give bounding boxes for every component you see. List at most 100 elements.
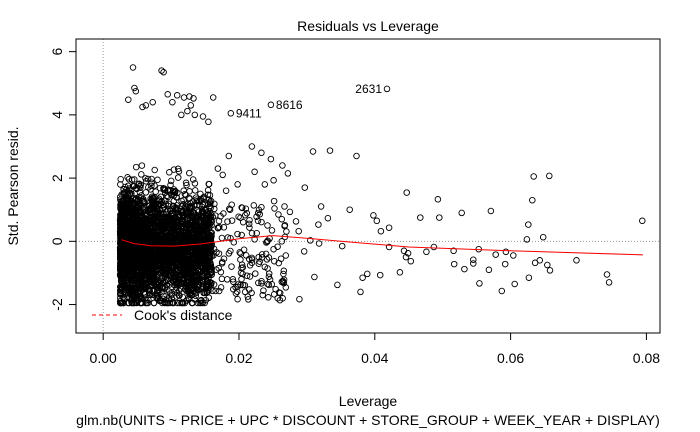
data-point	[137, 181, 145, 189]
data-point	[265, 273, 273, 280]
data-point	[219, 171, 226, 179]
data-point	[274, 294, 281, 302]
data-point	[137, 285, 144, 292]
y-tick-label: 0	[49, 237, 65, 245]
data-point	[129, 291, 136, 298]
data-point	[170, 253, 177, 261]
data-point	[263, 239, 270, 246]
data-point	[194, 276, 201, 283]
data-point	[173, 204, 180, 212]
data-point	[143, 272, 150, 279]
data-point	[119, 273, 126, 281]
data-point	[139, 103, 146, 111]
data-point	[181, 299, 189, 307]
data-point	[315, 240, 323, 247]
data-point	[219, 258, 226, 266]
data-point	[142, 178, 150, 185]
x-tick-label: 0.04	[361, 350, 388, 366]
data-point	[118, 282, 125, 289]
chart-subtitle: glm.nb(UNITS ~ PRICE + UPC * DISCOUNT + …	[76, 412, 660, 428]
data-point	[353, 152, 360, 160]
data-point	[197, 213, 204, 221]
data-point	[530, 173, 537, 180]
data-point	[138, 272, 145, 279]
data-point	[117, 255, 124, 263]
data-point	[238, 231, 245, 239]
data-point	[189, 208, 196, 215]
data-point	[295, 227, 302, 235]
data-point	[196, 258, 203, 266]
data-point	[131, 84, 138, 92]
x-tick-label: 0.08	[633, 350, 660, 366]
data-point	[536, 257, 544, 264]
x-tick-label: 0.00	[90, 350, 117, 366]
data-point	[234, 230, 241, 238]
data-point	[164, 193, 172, 201]
data-point	[286, 208, 294, 216]
data-point	[470, 256, 477, 263]
data-point	[179, 201, 187, 208]
data-point	[200, 219, 208, 227]
data-point	[170, 223, 177, 230]
data-point	[175, 214, 183, 221]
data-point	[120, 189, 128, 197]
data-point	[370, 212, 377, 219]
data-point	[123, 203, 130, 210]
data-point	[186, 169, 193, 177]
data-point	[202, 232, 209, 239]
data-point	[125, 195, 133, 202]
data-point	[228, 217, 236, 224]
data-point	[309, 148, 317, 155]
data-point	[164, 259, 171, 266]
data-point	[159, 232, 166, 240]
data-point	[175, 266, 182, 274]
data-point	[122, 283, 129, 291]
data-point	[267, 101, 275, 109]
data-point	[199, 113, 207, 120]
data-point	[203, 283, 210, 291]
data-point	[142, 294, 149, 301]
data-point	[402, 253, 410, 261]
data-point	[163, 268, 171, 275]
data-point	[197, 268, 204, 276]
data-point	[605, 279, 613, 286]
data-point	[243, 272, 251, 280]
data-point	[207, 263, 215, 270]
data-point	[133, 285, 140, 292]
data-point	[161, 237, 169, 245]
data-point	[155, 251, 163, 259]
data-point	[265, 281, 273, 289]
data-point	[136, 221, 144, 229]
data-point	[217, 284, 225, 291]
data-point	[178, 218, 186, 225]
data-point	[281, 221, 289, 229]
data-point	[168, 283, 175, 291]
data-point	[423, 248, 430, 256]
data-point	[117, 175, 124, 183]
data-point	[270, 197, 278, 205]
data-point	[272, 285, 279, 293]
data-point	[140, 198, 148, 206]
data-point	[492, 251, 499, 258]
data-point	[191, 187, 199, 194]
data-point	[139, 216, 147, 223]
data-point	[248, 229, 256, 237]
data-point	[268, 281, 276, 288]
data-point	[199, 201, 206, 208]
data-point	[407, 257, 415, 265]
data-point	[357, 288, 364, 296]
data-point	[276, 289, 284, 297]
data-point	[129, 210, 137, 217]
data-point	[220, 210, 227, 217]
data-point	[197, 227, 205, 234]
data-point	[182, 191, 190, 199]
data-point	[244, 293, 252, 300]
y-tick-label: -2	[49, 298, 65, 311]
data-point	[130, 211, 138, 219]
data-point	[137, 210, 144, 217]
data-point	[307, 237, 314, 244]
data-point	[204, 191, 212, 199]
data-point	[204, 282, 211, 289]
data-point	[189, 176, 197, 183]
